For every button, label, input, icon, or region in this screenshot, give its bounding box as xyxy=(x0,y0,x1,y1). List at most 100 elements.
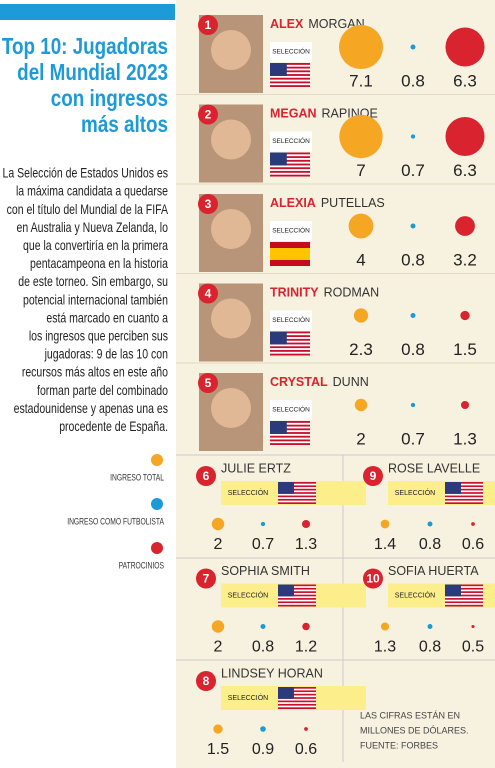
bubble xyxy=(304,727,308,731)
bubble xyxy=(211,620,225,633)
flag-stripe xyxy=(270,331,310,334)
title-line: con ingresos xyxy=(51,86,168,111)
team-box xyxy=(270,131,312,152)
title-line: Top 10: Jugadoras xyxy=(2,34,168,59)
title: más altos xyxy=(81,112,168,137)
figure: 1.5 xyxy=(207,741,229,758)
player-name: JULIE ERTZ xyxy=(221,461,291,475)
first-name: CRYSTAL xyxy=(270,375,328,389)
body-line: estadounidense y apenas una es xyxy=(14,401,168,417)
last-name: DUNN xyxy=(333,375,369,389)
figure: 7.1 xyxy=(349,71,373,90)
figure: 2 xyxy=(214,536,223,553)
flag-stripe xyxy=(445,591,483,593)
rank: 8 xyxy=(203,674,210,688)
bubble xyxy=(410,134,416,139)
flag-stripe xyxy=(270,424,310,427)
legend-line: PATROCINIOS xyxy=(119,560,164,570)
flag-stripe xyxy=(278,498,316,501)
figure: 3.2 xyxy=(453,250,477,269)
body-text: que la convertiría en la primera xyxy=(23,238,168,254)
flag-stripe xyxy=(270,170,310,173)
rank-badge xyxy=(198,373,218,393)
flag-stripe xyxy=(270,163,310,166)
first-name: ALEX xyxy=(270,17,304,31)
flag-canton xyxy=(278,687,294,699)
rank: 5 xyxy=(205,376,212,390)
title-line: más altos xyxy=(81,112,168,137)
figure: 0.8 xyxy=(401,71,425,90)
title: con ingresos xyxy=(51,86,168,111)
rank-badge xyxy=(198,104,218,125)
flag-canton xyxy=(270,152,287,166)
photo-head xyxy=(211,388,251,428)
bubble xyxy=(471,522,475,526)
bubble xyxy=(301,519,311,529)
flag-stripe xyxy=(270,159,310,162)
bubble xyxy=(471,624,475,629)
figure: 1.2 xyxy=(295,639,317,656)
flag-stripe xyxy=(278,693,316,696)
player-name: ALEXIA PUTELLAS xyxy=(270,196,385,210)
body-line: con el título del Mundial de la FIFA xyxy=(7,202,169,218)
flag-canton xyxy=(278,482,294,494)
flag-stripe xyxy=(278,495,316,498)
flag-stripe xyxy=(278,604,316,607)
flag-stripe xyxy=(278,707,316,709)
flag-stripe xyxy=(278,690,316,693)
figure: 0.9 xyxy=(252,741,274,758)
figure: 4 xyxy=(356,250,365,269)
bubble xyxy=(260,521,266,527)
body-line: en Australia y Nueva Zelanda, lo xyxy=(17,220,169,236)
legend-label: INGRESO COMO FUTBOLISTA xyxy=(67,516,164,526)
figure: 0.7 xyxy=(401,161,425,180)
bubble xyxy=(410,402,416,408)
body-text: de este torneo. Sin embargo, su xyxy=(18,274,168,290)
body-line: pentacampeona en la historia xyxy=(30,256,168,272)
team-label: SELECCIÓN xyxy=(395,590,435,599)
body-line: los ingresos que perciben sus xyxy=(29,328,168,344)
body-line: está marcado en cuanto a xyxy=(46,310,168,326)
legend-line: INGRESO TOTAL xyxy=(110,472,164,482)
body-line: jugadoras: 9 de las 10 con xyxy=(44,346,168,362)
bubble xyxy=(354,398,368,412)
flag-stripe xyxy=(270,338,310,341)
photo-head xyxy=(211,30,251,70)
team-label: SELECCIÓN xyxy=(272,47,310,56)
bubble xyxy=(410,223,416,229)
legend-dot xyxy=(151,454,163,466)
figure: 0.8 xyxy=(419,536,441,553)
bubble xyxy=(338,24,384,70)
rank-badge xyxy=(363,568,383,589)
first-name: TRINITY xyxy=(270,286,319,300)
team-label: SELECCIÓN xyxy=(272,136,310,145)
flag-stripe xyxy=(270,435,310,438)
first-name: MEGAN xyxy=(270,107,317,121)
rank-badge xyxy=(363,466,383,486)
figure: 0.7 xyxy=(252,536,274,553)
photo-head xyxy=(211,209,251,249)
player-name: ROSE LAVELLE xyxy=(388,461,480,475)
body-text: potencial internacional también xyxy=(23,292,168,308)
bubble xyxy=(410,44,416,50)
note: FUENTE: FORBES xyxy=(360,740,438,750)
legend-dot xyxy=(151,498,163,510)
legend-label: INGRESO TOTAL xyxy=(110,472,164,482)
figure: 0.5 xyxy=(462,639,484,656)
flag-stripe xyxy=(445,594,483,597)
team-label: SELECCIÓN xyxy=(395,488,435,497)
rank: 1 xyxy=(205,18,212,32)
bubble xyxy=(380,622,390,631)
figure: 7 xyxy=(356,161,365,180)
title-line: del Mundial 2023 xyxy=(17,60,168,85)
title: Top 10: Jugadoras xyxy=(2,34,168,59)
player-name: SOFIA HUERTA xyxy=(388,564,479,578)
flag-stripe xyxy=(270,439,310,442)
flag-stripe xyxy=(270,432,310,434)
figure: 0.8 xyxy=(401,340,425,359)
body-text: forman parte del combinado xyxy=(37,383,168,399)
team-label: SELECCIÓN xyxy=(272,405,310,414)
body-line: que la convertiría en la primera xyxy=(23,238,168,254)
bubble xyxy=(427,624,433,629)
